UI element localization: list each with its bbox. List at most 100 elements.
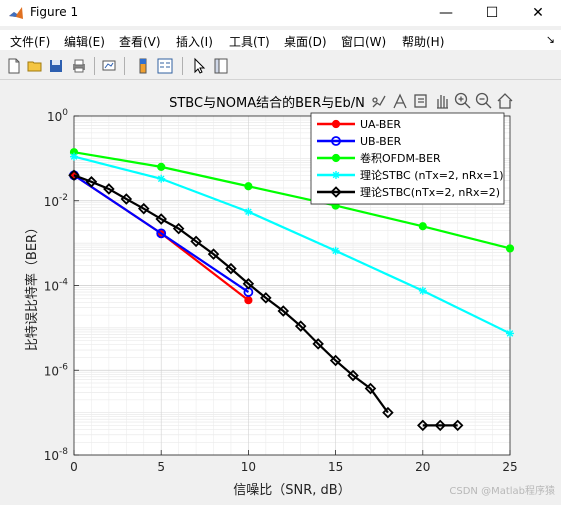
menu-bar: 文件(F) 编辑(E) 查看(V) 插入(I) 工具(T) 桌面(D) 窗口(W… [0, 30, 561, 50]
data-point [418, 286, 427, 295]
data-point [244, 296, 253, 305]
home-icon[interactable] [497, 93, 513, 109]
data-point [172, 222, 185, 235]
x-tick-label: 20 [415, 460, 430, 474]
data-point [103, 183, 115, 195]
series-line [73, 174, 250, 293]
pointer-icon[interactable] [190, 57, 208, 75]
figure-area: 0 5 10 15 20 25 100 10-2 10-4 10-6 10-8 STBC与NOMA结… [0, 80, 561, 501]
legend-item[interactable]: 卷积OFDM-BER [317, 151, 441, 165]
toolbar-separator [182, 57, 183, 75]
link-plot-icon[interactable] [100, 57, 118, 75]
ber-chart[interactable]: 0 5 10 15 20 25 100 10-2 10-4 10-6 10-8 STBC与NOMA结… [0, 80, 561, 501]
data-point [277, 305, 290, 317]
menu-edit[interactable]: 编辑(E) [64, 35, 105, 49]
y-tick-label: 10-8 [44, 447, 69, 463]
export-icon[interactable] [414, 94, 427, 108]
window-title: Figure 1 [30, 5, 79, 19]
data-point [382, 406, 394, 419]
x-axis-label: 信噪比（SNR, dB） [233, 483, 350, 498]
legend-icon[interactable] [156, 57, 174, 75]
menu-window[interactable]: 窗口(W) [341, 35, 387, 49]
series-4 [70, 152, 514, 338]
legend-label: 理论STBC (nTx=2, nRx=1) [360, 168, 504, 182]
data-point [329, 354, 342, 367]
menu-file[interactable]: 文件(F) [10, 35, 51, 49]
legend-item[interactable]: 理论STBC (nTx=2, nRx=1) [317, 168, 504, 182]
x-tick-label: 10 [241, 460, 256, 474]
legend-item[interactable]: UB-BER [317, 135, 402, 148]
data-point [312, 338, 324, 350]
data-point [120, 193, 133, 205]
pan-icon[interactable] [437, 95, 448, 109]
zoom-in-icon[interactable] [454, 92, 471, 109]
new-figure-icon[interactable] [5, 57, 23, 75]
legend-marker [331, 153, 341, 163]
data-point [505, 244, 515, 253]
data-point [137, 202, 150, 215]
data-point [331, 246, 340, 255]
data-point [156, 228, 167, 239]
data-point [260, 292, 272, 304]
data-point [242, 277, 255, 290]
data-point [207, 248, 220, 260]
y-tick-label: 10-2 [44, 193, 68, 209]
legend-marker [332, 171, 340, 179]
colorbar-icon[interactable] [134, 57, 152, 75]
data-point [244, 207, 253, 216]
menu-desktop[interactable]: 桌面(D) [284, 35, 327, 49]
series-5 [68, 169, 464, 432]
toolbar-separator [94, 57, 95, 75]
series-line [73, 155, 511, 335]
dock-figure-icon[interactable]: ↘ [545, 33, 555, 46]
x-tick-label: 25 [502, 460, 517, 474]
data-point [157, 162, 166, 171]
chart-title: STBC与NOMA结合的BER与Eb/N [169, 95, 365, 111]
menu-tools[interactable]: 工具(T) [229, 35, 270, 49]
data-point [347, 369, 359, 382]
y-axis-label: 比特误比特率（BER） [24, 221, 40, 351]
x-tick-label: 5 [157, 460, 165, 474]
save-icon[interactable] [47, 57, 65, 75]
data-point [85, 176, 98, 188]
data-point [451, 419, 464, 432]
print-icon[interactable] [70, 57, 88, 75]
legend-marker [331, 136, 341, 146]
menu-insert[interactable]: 插入(I) [176, 35, 213, 49]
matlab-logo-icon [9, 7, 23, 19]
series-line [73, 151, 511, 250]
open-file-icon[interactable] [26, 57, 44, 75]
legend-marker [330, 186, 342, 198]
legend-label: UA-BER [360, 118, 401, 131]
legend-item[interactable]: UA-BER [317, 118, 401, 131]
legend-item[interactable]: 理论STBC(nTx=2, nRx=2) [317, 185, 500, 199]
series-3 [69, 148, 515, 253]
legend-marker [331, 119, 341, 129]
y-tick-label: 10-6 [44, 362, 69, 378]
menu-view[interactable]: 查看(V) [119, 35, 161, 49]
data-point [417, 419, 429, 432]
data-point [68, 169, 80, 182]
close-button[interactable]: ✕ [532, 5, 544, 21]
toolbar-separator [124, 57, 125, 75]
data-point [506, 329, 514, 338]
legend-label: UB-BER [360, 135, 402, 148]
data-point [434, 419, 447, 432]
x-tick-label: 0 [70, 460, 78, 474]
data-point [225, 262, 237, 275]
minimize-button[interactable]: — [439, 5, 453, 21]
maximize-button[interactable]: ☐ [485, 5, 499, 21]
legend-label: 理论STBC(nTx=2, nRx=2) [360, 185, 500, 199]
watermark: CSDN @Matlab程序猿 [449, 486, 555, 497]
data-point [244, 182, 253, 191]
brush-icon[interactable] [372, 95, 386, 108]
data-point [364, 382, 377, 395]
menu-help[interactable]: 帮助(H) [402, 35, 445, 49]
legend-label: 卷积OFDM-BER [360, 151, 441, 165]
data-point [418, 222, 427, 231]
data-point [70, 152, 78, 161]
legend[interactable]: UA-BER UB-BER 卷积OFDM-BER 理论STBC (nTx=2, nRx… [310, 112, 505, 205]
zoom-out-icon[interactable] [475, 92, 492, 109]
data-tips-icon[interactable] [393, 93, 407, 109]
property-editor-icon[interactable] [212, 57, 230, 75]
